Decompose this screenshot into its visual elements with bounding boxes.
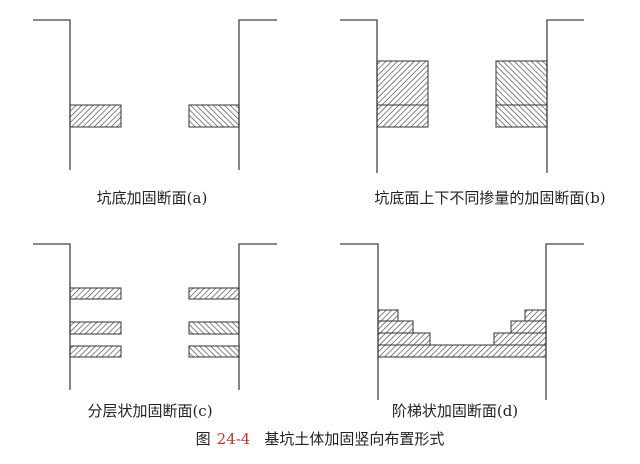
reinforcement-block bbox=[69, 104, 122, 128]
reinforcement-layer bbox=[69, 287, 122, 300]
reinforcement-step bbox=[377, 332, 431, 346]
pit-wall-right-d bbox=[545, 243, 584, 400]
reinforcement-step bbox=[524, 309, 547, 322]
reinforcement-base bbox=[377, 344, 547, 358]
figure-title: 基坑土体加固竖向布置形式 bbox=[264, 430, 445, 448]
figure-label: 图 bbox=[195, 430, 211, 448]
reinforcement-layer bbox=[188, 287, 240, 300]
pit-wall-left-b bbox=[340, 19, 378, 173]
reinforcement-block-upper bbox=[376, 60, 429, 106]
reinforcement-step bbox=[493, 332, 547, 346]
caption-c: 分层状加固断面(c) bbox=[87, 402, 213, 420]
pit-wall-right-a bbox=[238, 19, 277, 170]
reinforcement-step bbox=[510, 320, 547, 334]
reinforcement-step bbox=[377, 309, 399, 322]
pit-wall-left-d bbox=[340, 243, 379, 400]
reinforcement-block bbox=[188, 104, 240, 128]
reinforcement-layer bbox=[188, 321, 240, 335]
reinforcement-layer bbox=[69, 321, 122, 335]
reinforcement-layer bbox=[188, 345, 240, 358]
caption-d: 阶梯状加固断面(d) bbox=[391, 402, 519, 420]
reinforcement-block-upper bbox=[495, 60, 548, 106]
reinforcement-step bbox=[377, 320, 414, 334]
pit-wall-left-a bbox=[33, 19, 71, 170]
pit-wall-right-c bbox=[238, 243, 277, 390]
reinforcement-layer bbox=[69, 345, 122, 358]
reinforcement-block-lower bbox=[376, 104, 429, 128]
caption-b: 坑底面上下不同掺量的加固断面(b) bbox=[374, 189, 606, 207]
pit-wall-left-c bbox=[33, 243, 71, 390]
figure-caption: 图 24-4 基坑土体加固竖向布置形式 bbox=[196, 428, 445, 449]
caption-a: 坑底加固断面(a) bbox=[96, 189, 208, 207]
reinforcement-block-lower bbox=[495, 104, 548, 128]
pit-wall-right-b bbox=[546, 19, 584, 173]
figure-number: 24-4 bbox=[216, 430, 251, 448]
